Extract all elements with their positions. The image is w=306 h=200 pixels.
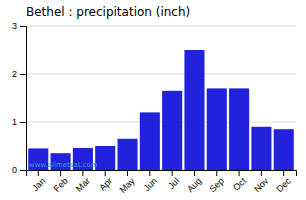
tick-mark: [194, 170, 195, 176]
tick: Nov: [252, 170, 271, 194]
tick: Jul: [166, 170, 181, 191]
bar: [162, 91, 182, 170]
tick-label: 1: [12, 117, 17, 127]
tick-mark: [20, 122, 26, 123]
bar: [140, 112, 160, 170]
tick: Aug: [185, 170, 203, 194]
tick-label: Nov: [252, 175, 271, 194]
tick: Apr: [97, 170, 114, 193]
tick-mark: [38, 170, 39, 176]
tick-label: Jul: [166, 176, 181, 191]
bars: [28, 50, 294, 170]
annotation: www.allmetsat.com: [29, 161, 98, 169]
axis-line: [27, 171, 297, 177]
tick-mark: [60, 170, 61, 176]
tick: Oct: [231, 170, 248, 193]
tick: Jun: [142, 170, 159, 193]
tick-label: Sep: [207, 176, 225, 194]
tick-label: May: [117, 175, 136, 194]
bar: [251, 127, 271, 170]
tick-mark: [239, 170, 240, 176]
plot: 0 1 2 3 Jan FebMar AprMay Jun Jul AugSep OctNovDec…: [12, 21, 297, 195]
tick: 2: [12, 69, 26, 79]
chart: 0 1 2 3 Jan FebMar AprMay Jun Jul AugSep OctNovDec…: [0, 0, 306, 200]
tick-mark: [82, 170, 83, 176]
tick-label: 2: [12, 69, 17, 79]
bar: [274, 129, 294, 170]
bar: [95, 146, 115, 170]
tick-label: Jan: [30, 176, 47, 193]
grid: [26, 26, 296, 170]
tick-label: 3: [12, 21, 17, 31]
bar: [229, 88, 249, 170]
grid-line: [26, 26, 296, 27]
tick: 1: [12, 117, 26, 127]
tick-mark: [20, 170, 26, 171]
bar: [207, 88, 227, 170]
tick-mark: [261, 170, 262, 176]
bar: [117, 139, 137, 170]
tick-label: Feb: [52, 176, 70, 194]
tick-label: Dec: [274, 175, 293, 194]
grid-line: [26, 74, 296, 75]
y-axis: 0 1 2 3: [12, 21, 27, 175]
tick-label: Oct: [231, 175, 248, 192]
tick-mark: [172, 170, 173, 176]
tick: Jan: [30, 170, 47, 193]
x-axis: Jan FebMar AprMay Jun Jul AugSep OctNovDec: [27, 170, 297, 195]
axis-line: [20, 27, 27, 171]
title: Bethel : precipitation (inch): [26, 5, 190, 19]
tick-label: Apr: [97, 176, 114, 193]
tick-mark: [20, 26, 26, 27]
tick: May: [117, 170, 136, 195]
tick-label: Aug: [185, 176, 203, 194]
tick: Feb: [52, 170, 70, 194]
tick: Dec: [274, 170, 293, 194]
grid-line: [26, 122, 296, 123]
tick: 0: [12, 165, 26, 175]
tick-mark: [283, 170, 284, 176]
tick: 3: [12, 21, 26, 31]
tick-label: Jun: [142, 176, 159, 193]
tick-label: 0: [12, 165, 17, 175]
tick: Mar: [74, 170, 92, 194]
tick-mark: [216, 170, 217, 176]
tick-mark: [20, 74, 26, 75]
tick-mark: [127, 170, 128, 176]
tick-mark: [105, 170, 106, 176]
tick-label: Mar: [74, 176, 92, 194]
bar: [184, 50, 204, 170]
tick-mark: [149, 170, 150, 176]
tick: Sep: [207, 170, 225, 194]
